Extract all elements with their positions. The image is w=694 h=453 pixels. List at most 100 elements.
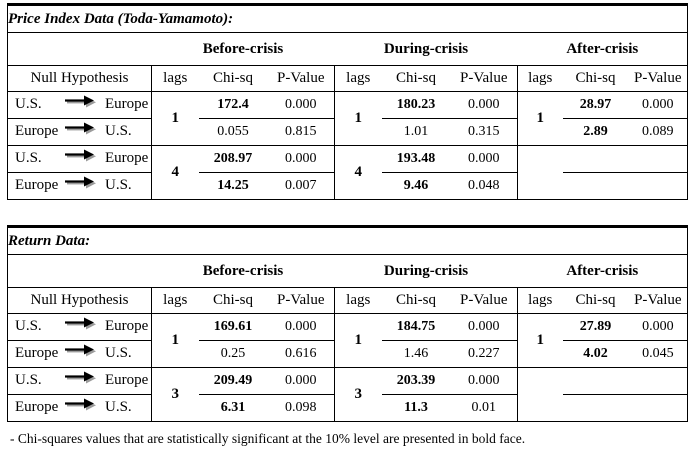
price-index-table: Price Index Data (Toda-Yamamoto): Before… (7, 3, 689, 200)
hypothesis-cell: Europe U.S. (7, 118, 152, 146)
p-value: 0.01 (450, 394, 518, 422)
p-value: 0.315 (450, 118, 518, 146)
column-header-after-crisis: After-crisis (517, 32, 688, 66)
p-value: 0.227 (450, 340, 518, 368)
hypothesis-cell: Europe U.S. (7, 172, 152, 200)
column-header-lags: lags (517, 287, 563, 314)
chi-sq-value (562, 172, 629, 200)
chi-sq-value (562, 145, 629, 173)
column-header-before-crisis: Before-crisis (151, 32, 335, 66)
column-header-null-hypothesis: Null Hypothesis (7, 287, 152, 314)
hypothesis-from: Europe (15, 399, 59, 416)
chi-sq-value: 27.89 (562, 313, 629, 341)
lags-value (517, 145, 563, 200)
chi-sq-value: 172.4 (198, 91, 268, 119)
hypothesis-to: U.S. (105, 123, 132, 140)
lags-value: 3 (334, 367, 382, 422)
chi-sq-value: 0.25 (198, 340, 268, 368)
p-value: 0.048 (450, 172, 518, 200)
p-value: 0.000 (450, 145, 518, 173)
lags-value: 1 (151, 313, 199, 368)
column-header-during-crisis: During-crisis (334, 254, 518, 288)
right-arrow-icon (65, 176, 97, 194)
chi-sq-value: 0.055 (198, 118, 268, 146)
column-header-row: Null Hypothesis lags Chi-sq P-Value lags… (7, 287, 688, 314)
p-value (628, 394, 688, 422)
p-value (628, 367, 688, 395)
hypothesis-cell: U.S. Europe (7, 313, 152, 341)
column-header-lags: lags (151, 65, 199, 92)
return-data-table: Return Data: Before-crisis During-crisis… (7, 225, 689, 422)
column-header-chi-sq: Chi-sq (381, 65, 451, 92)
chi-sq-value: 203.39 (381, 367, 451, 395)
table-row: U.S. Europe 1 169.61 0.000 1 184.75 0.000… (7, 313, 688, 368)
table-row: Europe U.S. 14.25 0.007 9.46 0.048 (7, 172, 688, 200)
p-value: 0.000 (450, 313, 518, 341)
column-header-before-crisis: Before-crisis (151, 254, 335, 288)
chi-sq-value: 209.49 (198, 367, 268, 395)
chi-sq-value: 193.48 (381, 145, 451, 173)
chi-sq-value: 4.02 (562, 340, 629, 368)
column-header-p-value: P-Value (450, 65, 518, 92)
right-arrow-icon (65, 398, 97, 416)
hypothesis-cell: Europe U.S. (7, 394, 152, 422)
p-value (628, 145, 688, 173)
table-footnote: - Chi-squares values that are statistica… (10, 431, 526, 446)
hypothesis-cell: Europe U.S. (7, 340, 152, 368)
hypothesis-from: U.S. (15, 372, 42, 389)
column-header-chi-sq: Chi-sq (198, 65, 268, 92)
table-title: Return Data: (7, 226, 688, 255)
chi-sq-value: 208.97 (198, 145, 268, 173)
chi-sq-value: 169.61 (198, 313, 268, 341)
lags-value: 4 (334, 145, 382, 200)
table-row: Europe U.S. 0.055 0.815 1.01 0.315 2.89 0… (7, 118, 688, 146)
column-header-p-value: P-Value (450, 287, 518, 314)
p-value: 0.045 (628, 340, 688, 368)
right-arrow-icon (65, 149, 97, 167)
p-value: 0.007 (267, 172, 335, 200)
lags-value: 1 (334, 91, 382, 146)
spacer-cell (7, 254, 152, 288)
column-header-lags: lags (334, 65, 382, 92)
hypothesis-to: Europe (105, 372, 149, 389)
lags-value: 1 (334, 313, 382, 368)
table-row: U.S. Europe 4 208.97 0.000 4 193.48 0.000 (7, 145, 688, 200)
lags-value: 1 (151, 91, 199, 146)
spacer-cell (7, 32, 152, 66)
hypothesis-to: Europe (105, 318, 149, 335)
column-header-chi-sq: Chi-sq (198, 287, 268, 314)
p-value: 0.000 (628, 91, 688, 119)
p-value: 0.000 (267, 145, 335, 173)
hypothesis-from: U.S. (15, 150, 42, 167)
p-value: 0.000 (267, 313, 335, 341)
right-arrow-icon (65, 95, 97, 113)
column-header-chi-sq: Chi-sq (381, 287, 451, 314)
p-value: 0.000 (450, 91, 518, 119)
table-title-row: Return Data: (7, 226, 688, 255)
column-header-row: Null Hypothesis lags Chi-sq P-Value lags… (7, 65, 688, 92)
p-value (628, 172, 688, 200)
right-arrow-icon (65, 371, 97, 389)
right-arrow-icon (65, 344, 97, 362)
chi-sq-value: 14.25 (198, 172, 268, 200)
chi-sq-value: 11.3 (381, 394, 451, 422)
column-header-during-crisis: During-crisis (334, 32, 518, 66)
column-header-chi-sq: Chi-sq (562, 65, 629, 92)
column-header-chi-sq: Chi-sq (562, 287, 629, 314)
table-row: U.S. Europe 3 209.49 0.000 3 203.39 0.000 (7, 367, 688, 422)
column-header-lags: lags (517, 65, 563, 92)
p-value: 0.000 (450, 367, 518, 395)
column-header-p-value: P-Value (628, 65, 688, 92)
hypothesis-to: U.S. (105, 399, 132, 416)
chi-sq-value (562, 367, 629, 395)
lags-value: 1 (517, 91, 563, 146)
column-header-lags: lags (151, 287, 199, 314)
column-header-lags: lags (334, 287, 382, 314)
column-header-p-value: P-Value (267, 65, 335, 92)
lags-value: 4 (151, 145, 199, 200)
hypothesis-from: Europe (15, 177, 59, 194)
crisis-header-row: Before-crisis During-crisis After-crisis (7, 32, 688, 66)
table-title-row: Price Index Data (Toda-Yamamoto): (7, 4, 688, 33)
hypothesis-from: Europe (15, 345, 59, 362)
